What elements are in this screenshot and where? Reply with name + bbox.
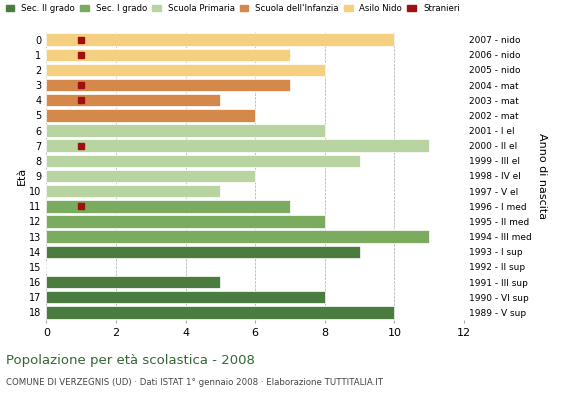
Bar <box>46 109 255 122</box>
Bar <box>46 124 325 137</box>
Bar <box>46 155 360 167</box>
Y-axis label: Anno di nascita: Anno di nascita <box>537 133 547 219</box>
Y-axis label: Età: Età <box>16 167 26 185</box>
Bar <box>46 48 290 61</box>
Bar <box>46 230 429 243</box>
Bar <box>46 64 325 76</box>
Bar <box>46 33 394 46</box>
Bar <box>46 170 255 182</box>
Bar <box>46 200 290 212</box>
Bar <box>46 291 325 304</box>
Bar <box>46 215 325 228</box>
Bar <box>46 185 220 197</box>
Bar <box>46 306 394 319</box>
Bar <box>46 276 220 288</box>
Bar <box>46 94 220 106</box>
Text: Popolazione per età scolastica - 2008: Popolazione per età scolastica - 2008 <box>6 354 255 367</box>
Bar <box>46 246 360 258</box>
Bar <box>46 79 290 91</box>
Text: COMUNE DI VERZEGNIS (UD) · Dati ISTAT 1° gennaio 2008 · Elaborazione TUTTITALIA.: COMUNE DI VERZEGNIS (UD) · Dati ISTAT 1°… <box>6 378 383 387</box>
Legend: Sec. II grado, Sec. I grado, Scuola Primaria, Scuola dell'Infanzia, Asilo Nido, : Sec. II grado, Sec. I grado, Scuola Prim… <box>6 4 459 13</box>
Bar <box>46 140 429 152</box>
